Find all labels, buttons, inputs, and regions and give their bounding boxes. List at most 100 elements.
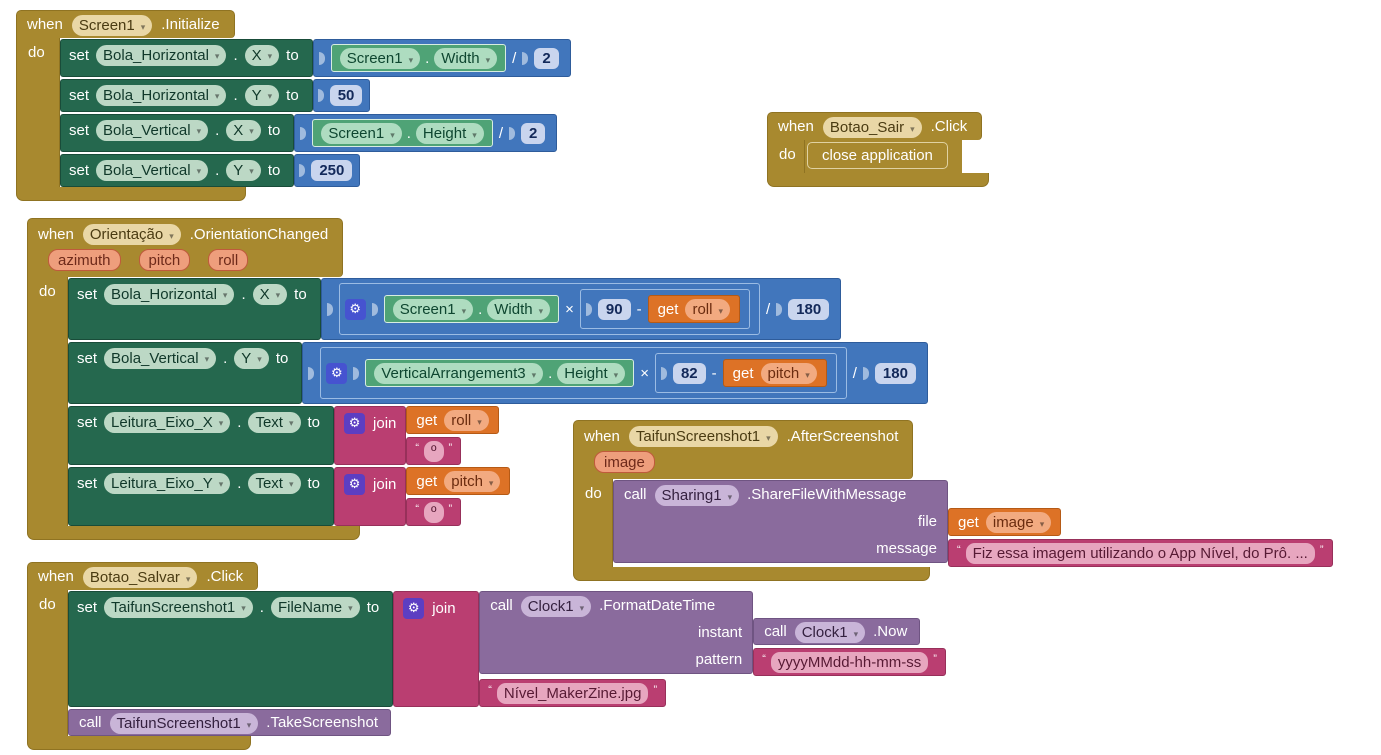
property-dropdown[interactable]: X (226, 120, 261, 141)
mutator-gear-icon[interactable] (344, 298, 366, 320)
string-block[interactable]: “ º ” (406, 498, 462, 526)
call-format-datetime-block[interactable]: call Clock1 .FormatDateTime instant patt… (479, 591, 754, 674)
component-dropdown[interactable]: Leitura_Eixo_X (104, 412, 231, 433)
property-dropdown[interactable]: Y (244, 85, 280, 106)
set-row[interactable]: set Leitura_Eixo_X . Text to join get ro… (68, 406, 499, 465)
number-block[interactable]: 180 (874, 362, 916, 384)
string-block[interactable]: “ Fiz essa imagem utilizando o App Nível… (948, 539, 1333, 567)
get-variable-block[interactable]: get pitch (722, 359, 827, 387)
string-block[interactable]: “ º ” (406, 437, 462, 465)
math-subtract-block[interactable]: 90 - get roll (579, 289, 750, 329)
component-dropdown[interactable]: Screen1 (339, 48, 421, 69)
component-getter-block[interactable]: Screen1 . Width (383, 295, 560, 323)
event-block-screen1-initialize[interactable]: when Screen1 .Initialize do set Bola_Hor… (16, 10, 571, 201)
variable-dropdown[interactable]: roll (685, 299, 730, 320)
property-dropdown[interactable]: Y (226, 160, 261, 181)
number-block[interactable]: 50 (312, 79, 371, 112)
property-dropdown[interactable]: Width (487, 299, 551, 320)
property-dropdown[interactable]: Text (248, 473, 301, 494)
set-block[interactable]: set TaifunScreenshot1 . FileName to (68, 591, 394, 707)
math-multiply-block[interactable]: VerticalArrangement3 . Height × 82 - get (320, 347, 847, 399)
variable-dropdown[interactable]: roll (444, 410, 489, 431)
component-dropdown[interactable]: VerticalArrangement3 (374, 363, 544, 384)
mutator-gear-icon[interactable] (326, 362, 348, 384)
component-dropdown[interactable]: Bola_Vertical (96, 160, 209, 181)
component-dropdown[interactable]: TaifunScreenshot1 (104, 597, 253, 618)
string-value[interactable]: Nível_MakerZine.jpg (496, 683, 649, 704)
call-share-file-block[interactable]: call Sharing1 .ShareFileWithMessage file… (613, 480, 948, 563)
join-block[interactable]: join (334, 406, 407, 465)
string-value[interactable]: º (424, 441, 444, 462)
component-dropdown[interactable]: Screen1 (392, 299, 474, 320)
mutator-gear-icon[interactable] (344, 413, 366, 434)
param-image[interactable]: image (594, 451, 655, 473)
component-dropdown[interactable]: Bola_Vertical (104, 348, 217, 369)
component-dropdown[interactable]: Botao_Salvar (82, 566, 198, 588)
number-block[interactable]: 2 (534, 47, 559, 69)
call-row[interactable]: call TaifunScreenshot1 .TakeScreenshot (68, 709, 392, 736)
component-dropdown[interactable]: Clock1 (794, 621, 866, 643)
property-dropdown[interactable]: Height (415, 123, 484, 144)
set-block[interactable]: set Bola_Vertical . X to (60, 114, 295, 152)
set-block[interactable]: set Bola_Vertical . Y to (60, 154, 295, 187)
math-multiply-block[interactable]: Screen1 . Width × 90 - get (338, 283, 760, 335)
set-row[interactable]: set Bola_Horizontal . Y to 50 (60, 79, 371, 112)
property-dropdown[interactable]: X (252, 284, 288, 305)
join-block[interactable]: join (334, 467, 407, 526)
mutator-gear-icon[interactable] (403, 598, 425, 619)
string-block[interactable]: “ yyyyMMdd-hh-mm-ss ” (753, 648, 946, 676)
event-header[interactable]: when TaifunScreenshot1 .AfterScreenshot … (573, 420, 914, 479)
set-block[interactable]: set Bola_Horizontal . X to (60, 39, 313, 77)
event-block-after-screenshot[interactable]: when TaifunScreenshot1 .AfterScreenshot … (573, 420, 1333, 581)
call-clock-now-block[interactable]: call Clock1 .Now (753, 618, 921, 645)
variable-dropdown[interactable]: pitch (444, 471, 501, 492)
set-block[interactable]: set Leitura_Eixo_X . Text to (68, 406, 335, 465)
component-dropdown[interactable]: Orientação (82, 224, 181, 245)
set-block[interactable]: set Bola_Horizontal . Y to (60, 79, 313, 112)
component-dropdown[interactable]: Bola_Horizontal (104, 284, 235, 305)
event-block-botao-salvar-click[interactable]: when Botao_Salvar .Click do set TaifunSc… (27, 562, 946, 750)
set-row[interactable]: set TaifunScreenshot1 . FileName to join (68, 591, 946, 707)
math-subtract-block[interactable]: 82 - get pitch (654, 353, 837, 393)
variable-dropdown[interactable]: image (985, 512, 1052, 533)
component-dropdown[interactable]: Sharing1 (654, 484, 740, 506)
get-variable-block[interactable]: get roll (647, 295, 740, 323)
set-row[interactable]: set Bola_Vertical . X to Screen1 . Heigh… (60, 114, 558, 152)
math-division-block[interactable]: Screen1 . Height / 2 (294, 114, 558, 152)
string-value[interactable]: Fiz essa imagem utilizando o App Nível, … (965, 543, 1315, 564)
number-block[interactable]: 2 (520, 122, 546, 144)
component-dropdown[interactable]: Bola_Horizontal (96, 45, 227, 66)
number-block[interactable]: 250 (294, 154, 361, 187)
close-application-block[interactable]: close application (807, 142, 948, 169)
math-division-block[interactable]: VerticalArrangement3 . Height × 82 - get (302, 342, 928, 404)
property-dropdown[interactable]: Y (234, 348, 269, 369)
property-dropdown[interactable]: Text (248, 412, 301, 433)
component-dropdown[interactable]: Bola_Horizontal (96, 85, 227, 106)
set-block[interactable]: set Bola_Horizontal . X to (68, 278, 321, 340)
set-row[interactable]: set Bola_Vertical . Y to 250 (60, 154, 361, 187)
mutator-gear-icon[interactable] (344, 474, 366, 495)
call-take-screenshot-block[interactable]: call TaifunScreenshot1 .TakeScreenshot (68, 709, 392, 736)
variable-dropdown[interactable]: pitch (760, 363, 817, 384)
component-getter-block[interactable]: VerticalArrangement3 . Height (365, 359, 635, 387)
set-row[interactable]: set Bola_Horizontal . X to Screen1 (68, 278, 842, 340)
join-block[interactable]: join (393, 591, 480, 707)
component-dropdown[interactable]: Screen1 (321, 123, 402, 144)
event-header[interactable]: when Screen1 .Initialize (16, 10, 235, 38)
number-block[interactable]: 90 (597, 298, 631, 320)
event-header[interactable]: when Botao_Salvar .Click (27, 562, 259, 590)
number-block[interactable]: 180 (788, 298, 830, 320)
math-division-block[interactable]: Screen1 . Width / 2 (312, 39, 571, 77)
property-dropdown[interactable]: X (244, 45, 280, 66)
component-dropdown[interactable]: Bola_Vertical (96, 120, 209, 141)
event-block-orientation-changed[interactable]: when Orientação .OrientationChanged azim… (27, 218, 928, 540)
component-dropdown[interactable]: Leitura_Eixo_Y (104, 473, 231, 494)
set-block[interactable]: set Bola_Vertical . Y to (68, 342, 303, 404)
math-division-block[interactable]: Screen1 . Width × 90 - get (320, 278, 842, 340)
component-getter-block[interactable]: Screen1 . Height (312, 119, 493, 147)
get-variable-block[interactable]: get pitch (406, 467, 511, 495)
event-block-botao-sair-click[interactable]: when Botao_Sair .Click do close applicat… (767, 112, 989, 187)
property-dropdown[interactable]: Width (434, 48, 498, 69)
component-getter-block[interactable]: Screen1 . Width (330, 44, 507, 72)
component-dropdown[interactable]: Clock1 (520, 595, 592, 617)
